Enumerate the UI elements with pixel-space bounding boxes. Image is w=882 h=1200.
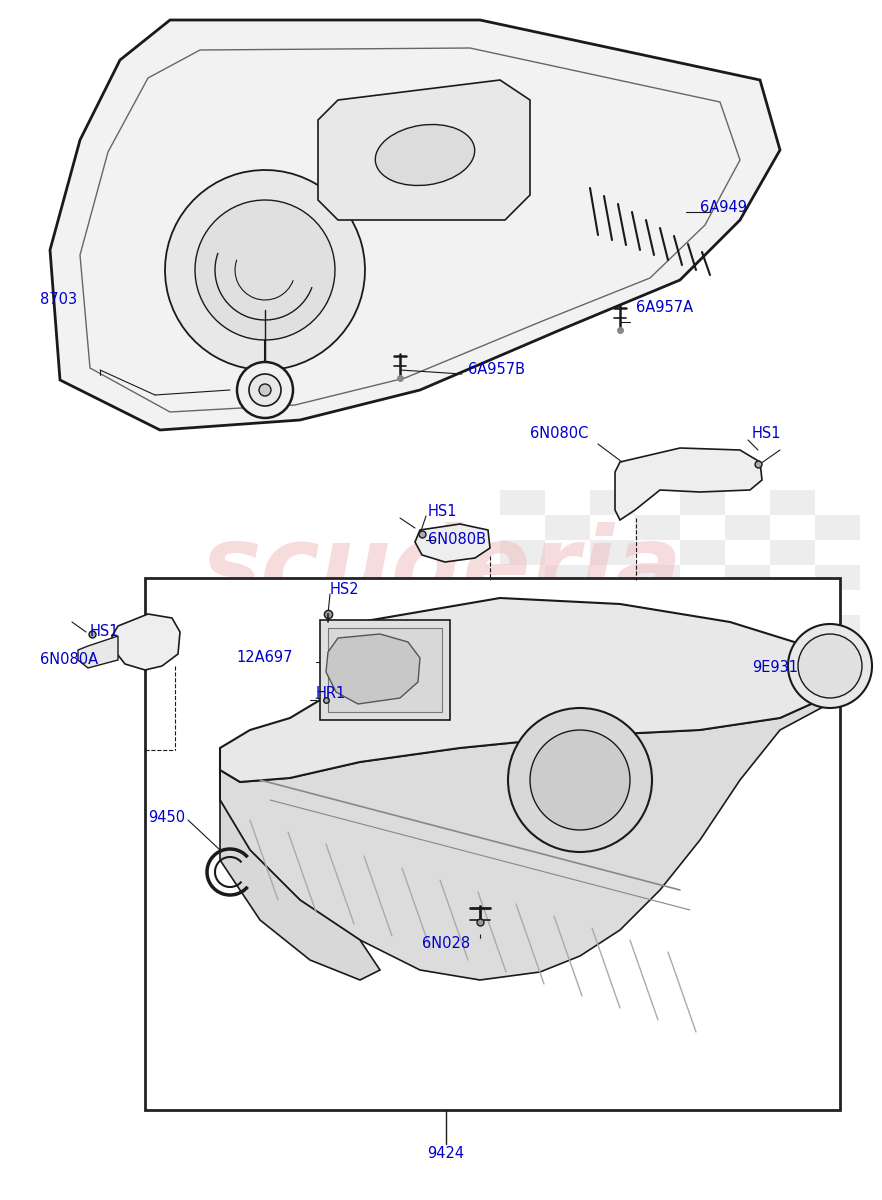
Polygon shape: [318, 80, 530, 220]
Ellipse shape: [376, 125, 475, 186]
Bar: [635, 614, 680, 640]
Bar: [500, 640, 545, 665]
Circle shape: [249, 374, 281, 406]
Text: 6A949: 6A949: [700, 200, 747, 216]
Bar: [590, 490, 635, 515]
Bar: [500, 490, 545, 515]
Circle shape: [259, 384, 271, 396]
Bar: [500, 590, 545, 614]
Text: HS1: HS1: [752, 426, 781, 442]
Polygon shape: [220, 748, 380, 980]
Polygon shape: [220, 598, 836, 782]
Circle shape: [788, 624, 872, 708]
Bar: [145, 578, 840, 1110]
Ellipse shape: [195, 200, 335, 340]
Bar: [725, 614, 770, 640]
Circle shape: [530, 730, 630, 830]
Bar: [590, 590, 635, 614]
Bar: [545, 614, 590, 640]
Circle shape: [237, 362, 293, 418]
Bar: [590, 540, 635, 565]
Circle shape: [798, 634, 862, 698]
Ellipse shape: [165, 170, 365, 370]
Text: 6N028: 6N028: [422, 936, 470, 952]
Bar: [680, 540, 725, 565]
Text: 9450: 9450: [148, 810, 185, 826]
Bar: [635, 565, 680, 590]
Text: HS1: HS1: [428, 504, 458, 520]
Text: scuderia: scuderia: [201, 522, 681, 618]
Text: HS2: HS2: [330, 582, 360, 598]
Text: 6A957A: 6A957A: [636, 300, 693, 316]
Bar: [770, 640, 815, 665]
Bar: [680, 640, 725, 665]
Text: 6N080A: 6N080A: [40, 653, 98, 667]
Polygon shape: [78, 636, 118, 668]
Bar: [680, 590, 725, 614]
Bar: [635, 665, 680, 690]
Text: 12A697: 12A697: [236, 650, 293, 666]
Bar: [320, 620, 450, 720]
Bar: [725, 515, 770, 540]
Polygon shape: [326, 634, 420, 704]
Bar: [680, 490, 725, 515]
Bar: [635, 515, 680, 540]
Polygon shape: [415, 524, 490, 562]
Text: 8703: 8703: [40, 293, 77, 307]
Circle shape: [508, 708, 652, 852]
Bar: [545, 665, 590, 690]
Bar: [770, 540, 815, 565]
Text: 6N080B: 6N080B: [428, 533, 486, 547]
Bar: [815, 515, 860, 540]
Bar: [815, 665, 860, 690]
Text: HS1: HS1: [90, 624, 119, 640]
Bar: [725, 665, 770, 690]
Bar: [770, 590, 815, 614]
Bar: [725, 565, 770, 590]
Text: car  parts: car parts: [322, 616, 560, 664]
Text: HR1: HR1: [316, 686, 347, 702]
Bar: [590, 640, 635, 665]
Text: 9E931: 9E931: [752, 660, 798, 676]
Bar: [815, 565, 860, 590]
Bar: [815, 614, 860, 640]
Polygon shape: [615, 448, 762, 520]
Bar: [545, 515, 590, 540]
Bar: [770, 490, 815, 515]
Bar: [328, 628, 442, 712]
Polygon shape: [112, 614, 180, 670]
Polygon shape: [220, 680, 836, 980]
Text: 6N080C: 6N080C: [530, 426, 588, 442]
Text: 6A957B: 6A957B: [468, 362, 525, 378]
Polygon shape: [50, 20, 780, 430]
Bar: [500, 540, 545, 565]
Text: 9424: 9424: [428, 1146, 465, 1162]
Bar: [545, 565, 590, 590]
